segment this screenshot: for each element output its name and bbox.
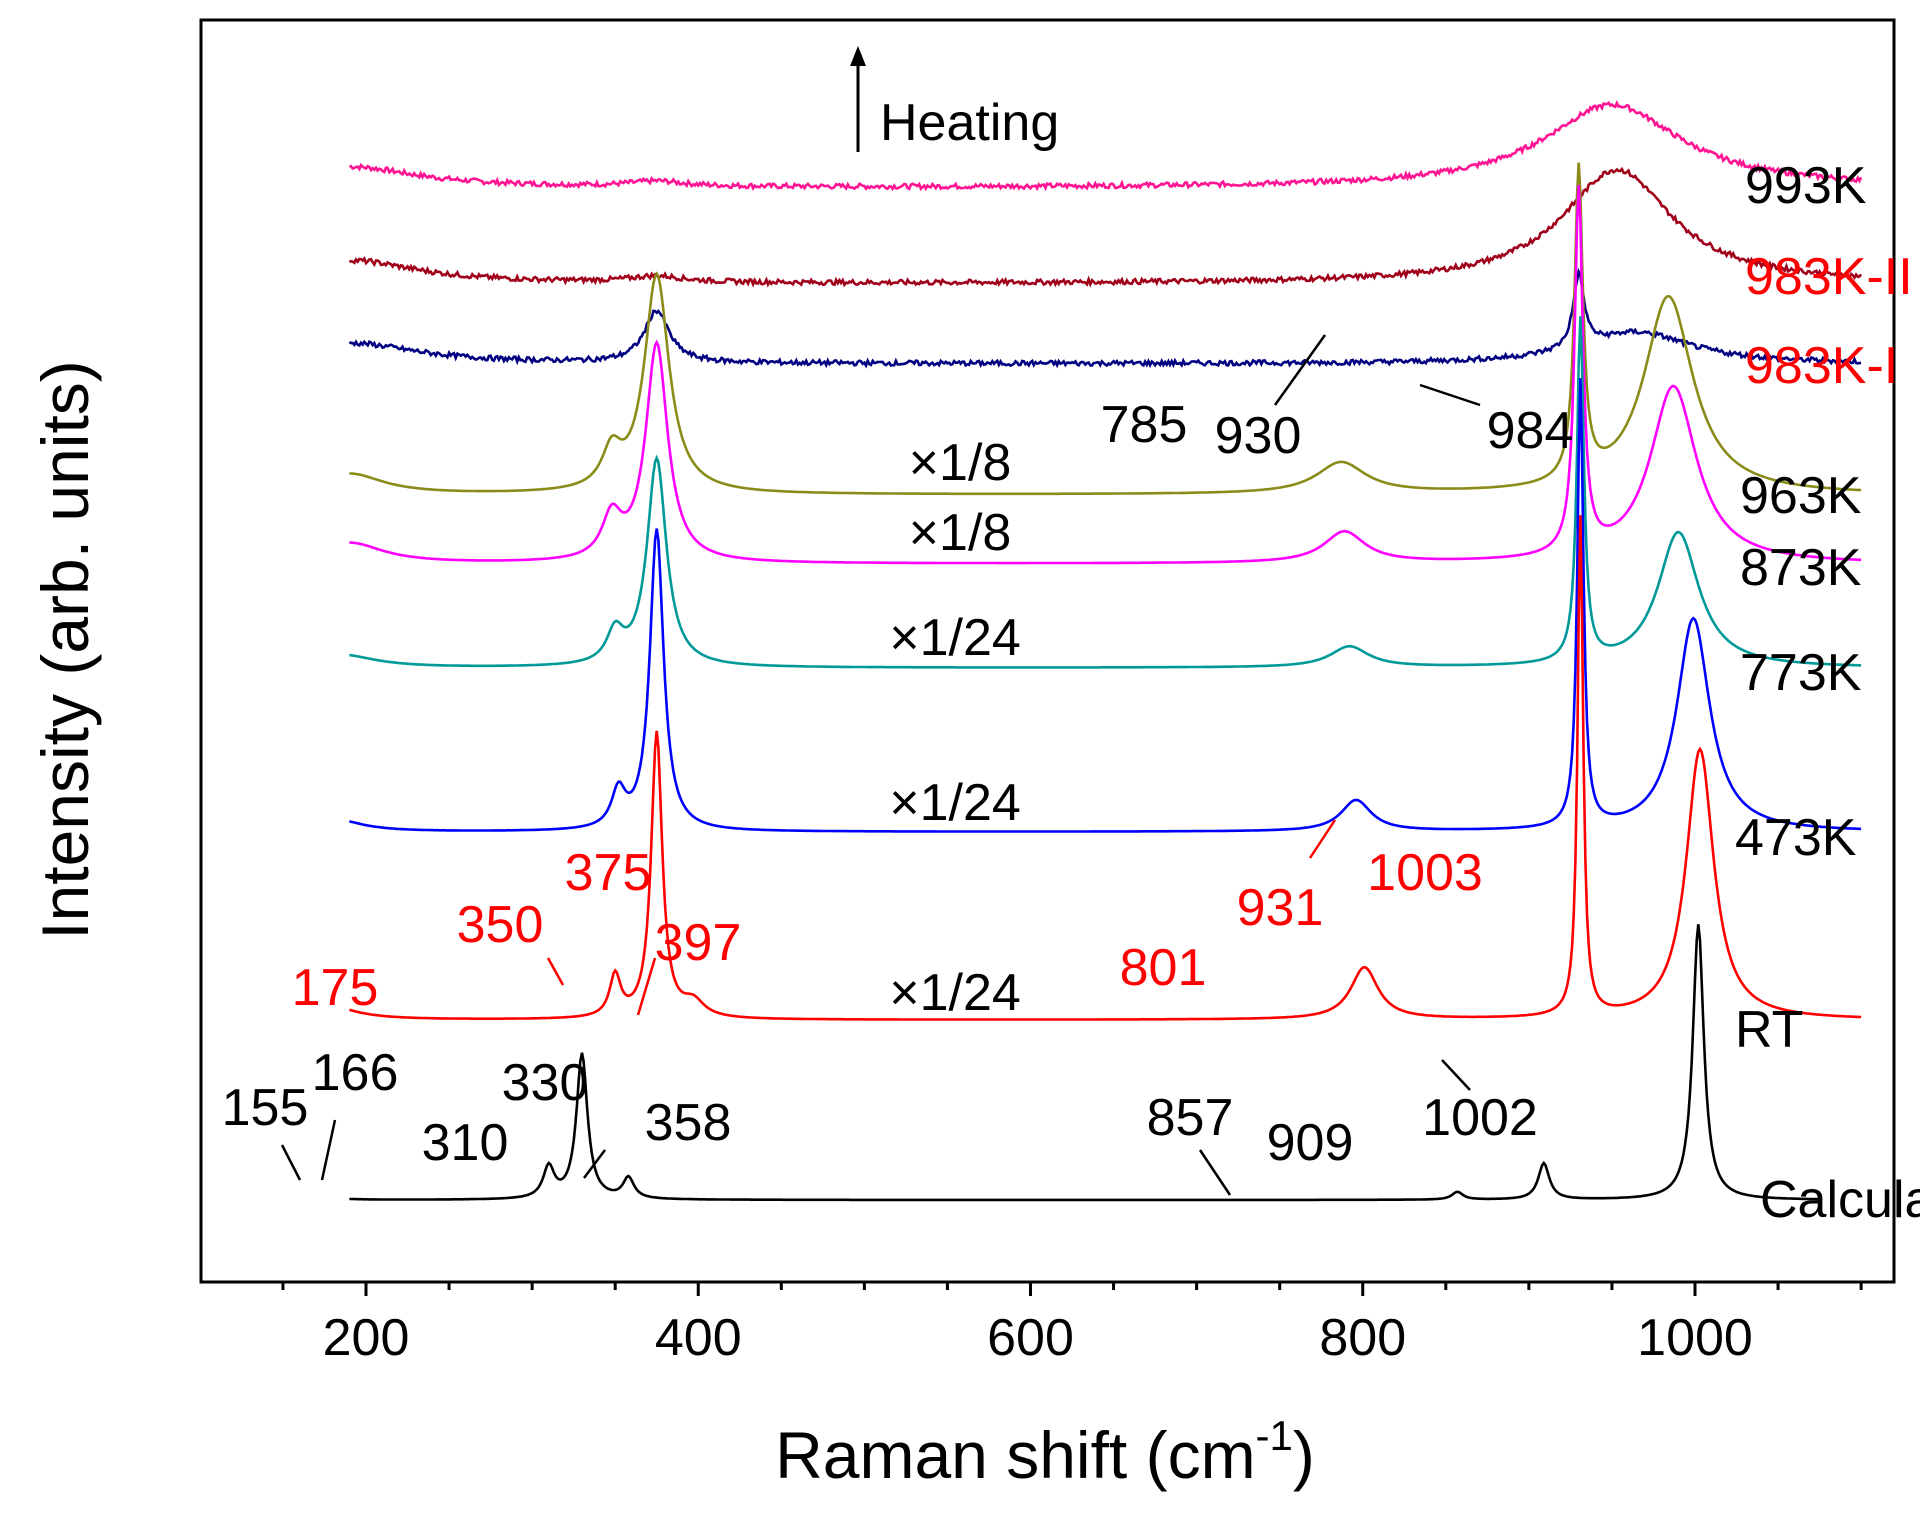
x-axis-ticks: 20040060080010001200 xyxy=(281,1282,1863,1367)
x-axis-title-main: Raman shift (cm xyxy=(775,1418,1255,1492)
calc-annotation-arrow xyxy=(1198,1149,1232,1196)
calc-peak-label: 166 xyxy=(312,1044,399,1102)
series-label: 963K xyxy=(1740,467,1862,525)
scale-factor-label: ×1/8 xyxy=(909,504,1012,562)
963k-annotation-arrow xyxy=(1273,334,1327,406)
calc-annotation-arrow xyxy=(1441,1059,1471,1091)
calc-annotation-arrow xyxy=(583,1149,606,1179)
series-label: 473K xyxy=(1735,809,1857,867)
rt-peak-label: 801 xyxy=(1120,939,1207,997)
heating-annotation: Heating xyxy=(880,94,1059,152)
963k-peak-label: 984 xyxy=(1487,402,1574,460)
scale-factor-label: ×1/24 xyxy=(889,964,1021,1022)
series-line-993K xyxy=(349,99,1863,192)
y-axis-title: Intensity (arb. units) xyxy=(28,360,102,940)
x-tick-label: 200 xyxy=(323,1309,410,1367)
series-line-473K xyxy=(349,378,1862,833)
scale-factor-label: ×1/24 xyxy=(889,774,1021,832)
calc-peak-label: 310 xyxy=(422,1114,509,1172)
scale-factor-label: ×1/24 xyxy=(889,609,1021,667)
x-axis-title-suffix: ) xyxy=(1293,1418,1315,1492)
calc-annotation-arrow xyxy=(280,1144,302,1181)
calc-peak-label: 358 xyxy=(645,1094,732,1152)
x-tick-label: 800 xyxy=(1319,1309,1406,1367)
x-tick-label: 600 xyxy=(987,1309,1074,1367)
series-line-873K xyxy=(349,185,1862,565)
x-axis-title: Raman shift (cm-1) xyxy=(775,1412,1315,1492)
series-line-773K xyxy=(349,316,1862,669)
calc-peak-label: 155 xyxy=(222,1079,309,1137)
series-line-983K-I xyxy=(348,267,1862,369)
scale-factor-label: ×1/8 xyxy=(909,434,1012,492)
rt-peak-label: 175 xyxy=(292,959,379,1017)
series-layer xyxy=(348,99,1863,1202)
rt-peak-label: 350 xyxy=(457,896,544,954)
calc-annotation-arrow xyxy=(320,1119,337,1181)
calc-peak-label: 1002 xyxy=(1422,1089,1538,1147)
plot-frame xyxy=(199,18,1896,1284)
rt-annotation-arrow xyxy=(546,957,565,986)
heating-arrow xyxy=(850,46,866,152)
rt-peak-label: 931 xyxy=(1237,879,1324,937)
rt-annotation-arrow xyxy=(636,957,657,1016)
963k-peak-label: 785 xyxy=(1101,396,1188,454)
series-label: 773K xyxy=(1740,644,1862,702)
963k-peak-label: 930 xyxy=(1215,407,1302,465)
series-line-963K xyxy=(349,162,1862,496)
rt-peak-label: 397 xyxy=(655,914,742,972)
x-tick-label: 1000 xyxy=(1637,1309,1753,1367)
series-label: RT xyxy=(1735,1001,1803,1059)
x-axis-title-sup: -1 xyxy=(1256,1412,1293,1459)
rt-peak-label: 1003 xyxy=(1367,844,1483,902)
calc-peak-label: 330 xyxy=(502,1054,589,1112)
x-tick-label: 400 xyxy=(655,1309,742,1367)
series-label: 983K-I xyxy=(1745,337,1898,395)
calc-peak-label: 857 xyxy=(1147,1089,1234,1147)
label-layer: 993K 983K-II 983K-I 963K ×1/8 873K ×1/8 773K ×1/… xyxy=(222,157,1920,1229)
rt-peak-label: 375 xyxy=(565,844,652,902)
series-label: Calculated xyxy=(1760,1171,1920,1229)
series-line-RT xyxy=(349,515,1862,1021)
series-label: 983K-II xyxy=(1745,248,1913,306)
series-label: 873K xyxy=(1740,539,1862,597)
calc-peak-label: 909 xyxy=(1267,1114,1354,1172)
series-line-983K-II xyxy=(348,166,1863,288)
rt-annotation-arrow xyxy=(1308,819,1337,859)
963k-annotation-arrow xyxy=(1419,383,1481,407)
series-label: 993K xyxy=(1745,157,1867,215)
